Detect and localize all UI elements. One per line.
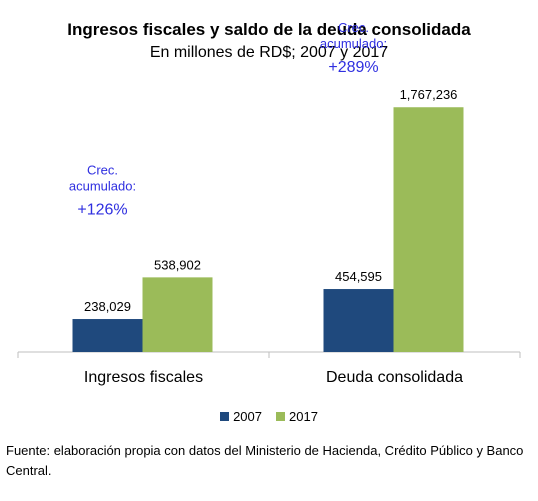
legend-item-2017: 2017 [276, 409, 318, 424]
legend-item-2007: 2007 [220, 409, 262, 424]
bar-ingresos-fiscales-2017 [142, 277, 213, 352]
category-label-deuda-consolidada: Deuda consolidada [326, 369, 463, 386]
annotation-value-ingresos-fiscales: +126% [77, 201, 127, 218]
annotation-text-deuda-consolidada: acumulado: [320, 36, 387, 51]
data-label-ingresos-fiscales-2017: 538,902 [154, 257, 201, 272]
bar-deuda-consolidada-2007 [323, 289, 394, 352]
data-label-deuda-consolidada-2017: 1,767,236 [400, 87, 458, 102]
data-label-deuda-consolidada-2007: 454,595 [335, 269, 382, 284]
legend: 2007 2017 [0, 409, 538, 424]
source-note: Fuente: elaboración propia con datos del… [6, 443, 524, 478]
annotation-text-deuda-consolidada: Crec. [338, 20, 369, 35]
category-label-ingresos-fiscales: Ingresos fiscales [84, 369, 203, 386]
legend-swatch-2017 [276, 412, 285, 421]
chart-title: Ingresos fiscales y saldo de la deuda co… [67, 20, 471, 39]
legend-swatch-2007 [220, 412, 230, 421]
annotation-text-ingresos-fiscales: acumulado: [69, 178, 136, 193]
chart-subtitle: En millones de RD$; 2007 y 2017 [149, 44, 389, 61]
data-label-ingresos-fiscales-2007: 238,029 [84, 299, 131, 314]
annotation-text-ingresos-fiscales: Crec. [87, 162, 118, 177]
bar-deuda-consolidada-2017 [393, 107, 464, 352]
legend-label-2007: 2007 [233, 409, 262, 424]
bar-ingresos-fiscales-2007 [72, 319, 143, 352]
annotation-value-deuda-consolidada: +289% [328, 59, 378, 76]
legend-label-2017: 2017 [289, 409, 318, 424]
